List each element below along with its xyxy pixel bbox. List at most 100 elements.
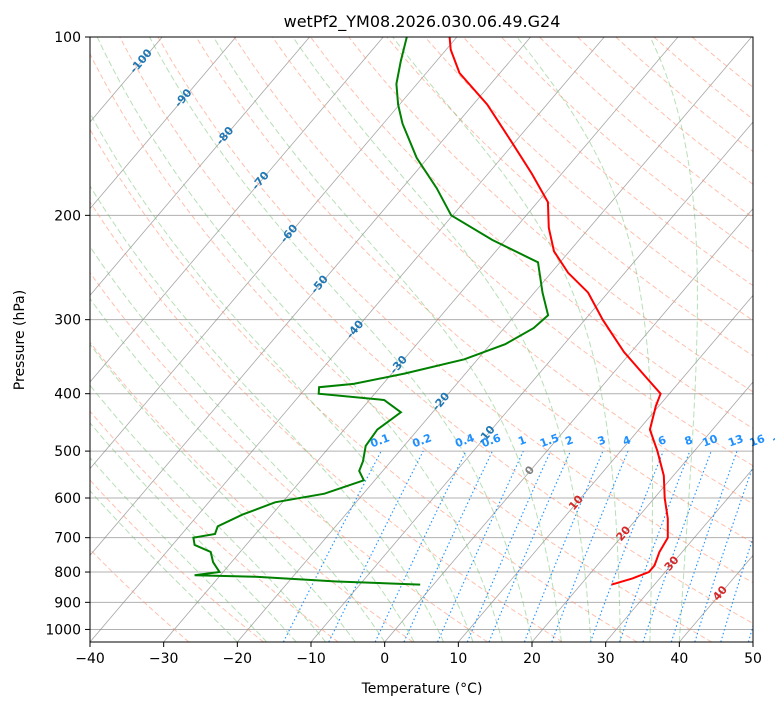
x-tick-label: 10 <box>449 651 467 667</box>
dry-adiabat-line <box>615 37 753 153</box>
dry-adiabat-line <box>90 201 563 642</box>
mixing-ratio-label: 2 <box>563 433 575 448</box>
mixing-ratio-line <box>488 450 572 642</box>
isotherm-line <box>679 554 753 642</box>
mixing-ratio-label: 8 <box>683 433 695 448</box>
x-tick-label: 0 <box>380 651 389 667</box>
y-tick-label: 100 <box>54 30 81 46</box>
mixing-ratio-label: 0.4 <box>453 431 476 450</box>
x-tick-label: 50 <box>744 651 762 667</box>
isotherm-line <box>531 381 753 642</box>
y-tick-label: 1000 <box>45 622 81 638</box>
chart-title: wetPf2_YM08.2026.030.06.49.G24 <box>284 12 561 32</box>
dry-adiabat-line <box>90 128 638 642</box>
dry-adiabat-line <box>691 37 753 88</box>
isotherm-line <box>384 208 753 642</box>
mixing-ratio-line <box>670 450 738 642</box>
x-tick-label: −20 <box>223 651 253 667</box>
dry-adiabat-line <box>90 479 264 642</box>
isotherm-line <box>90 37 531 556</box>
x-tick-label: −40 <box>75 651 105 667</box>
mixing-ratio-label: 4 <box>621 433 633 448</box>
mixing-ratio-line <box>694 464 753 642</box>
dry-adiabat-line <box>424 37 753 322</box>
x-tick-label: 40 <box>670 651 688 667</box>
moist-adiabat-line <box>90 185 445 642</box>
mixing-ratio-line <box>618 450 691 642</box>
mixing-ratio-label: 16 <box>748 432 767 450</box>
temperature-profile-line <box>448 37 669 586</box>
mixing-ratio-label: 0.6 <box>480 431 503 450</box>
isotherm-line <box>237 37 752 642</box>
mixing-ratio-line <box>642 450 712 642</box>
dry-adiabat-line <box>119 37 753 624</box>
x-tick-label: 30 <box>597 651 615 667</box>
dry-adiabat-line <box>462 37 753 287</box>
mixing-ratio-line <box>589 450 664 642</box>
dry-adiabat-line <box>653 37 753 120</box>
profile-layer <box>192 37 669 586</box>
y-tick-label: 500 <box>54 444 81 460</box>
moist-adiabat-line <box>90 384 327 642</box>
dry-adiabat-line <box>90 52 712 642</box>
mixing-ratio-label: 1.5 <box>538 431 561 450</box>
isotherm-line <box>752 641 753 642</box>
isotherm-line <box>90 37 605 642</box>
moist-adiabat-line <box>90 343 356 642</box>
x-tick-label: 20 <box>523 651 541 667</box>
mixing-ratio-label: 0.1 <box>369 431 392 450</box>
isotherm-line <box>90 37 310 296</box>
y-tick-label: 700 <box>54 531 81 547</box>
mixing-ratio-line <box>523 450 604 642</box>
mixing-ratio-label: 6 <box>656 433 668 448</box>
mixing-ratio-line <box>374 450 467 642</box>
dry-adiabat-line <box>310 37 753 430</box>
mixing-ratio-label: 10 <box>701 432 720 450</box>
isotherm-line <box>90 37 458 470</box>
dry-adiabat-line <box>90 548 190 642</box>
moist-adiabat-line <box>292 37 592 642</box>
plot-frame <box>89 36 754 643</box>
dry-adiabat-line <box>271 37 753 467</box>
mixing-ratio-label: 3 <box>596 433 608 448</box>
mixing-ratio-line <box>282 450 382 642</box>
x-axis-label: Temperature (°C) <box>361 681 483 697</box>
mixing-ratio-line <box>437 450 524 642</box>
moist-adiabat-line <box>90 245 415 642</box>
moist-adiabat-line <box>392 37 621 642</box>
y-tick-label: 600 <box>54 491 81 507</box>
isotherm-line <box>310 121 753 642</box>
moist-adiabat-line <box>90 112 474 642</box>
isotherm-line <box>163 37 679 642</box>
dry-adiabat-line <box>195 37 753 544</box>
dry-adiabat-line <box>90 410 339 642</box>
moist-adiabat-line <box>90 457 268 642</box>
y-tick-label: 900 <box>54 595 81 611</box>
y-axis-label: Pressure (hPa) <box>12 290 28 390</box>
dry-adiabat-line <box>386 37 753 357</box>
dry-adiabat-line <box>500 37 753 252</box>
moist-adiabat-line <box>90 490 238 642</box>
moist-adiabat-line <box>516 37 653 642</box>
dry-adiabat-line <box>90 271 488 642</box>
grid-layer <box>90 37 753 642</box>
label-layer: -100-90-80-70-60-50-40-30-20-10010203040… <box>127 46 775 603</box>
isotherm-line <box>605 468 753 642</box>
isotherm-line <box>90 37 237 210</box>
isotherm-line <box>90 37 384 383</box>
x-tick-label: −30 <box>149 651 179 667</box>
y-tick-label: 300 <box>54 313 81 329</box>
dry-adiabat-line <box>348 37 753 393</box>
dry-adiabat-line <box>233 37 753 505</box>
mixing-ratio-label: 1 <box>516 433 528 448</box>
mixing-ratio-label: 20 <box>771 432 775 450</box>
mixing-ratio-label: 13 <box>726 432 745 449</box>
mixing-ratio-label: 0.2 <box>411 431 434 450</box>
mixing-ratio-line <box>466 450 552 642</box>
moist-adiabat-line <box>649 37 698 642</box>
dry-adiabat-line <box>157 37 753 584</box>
mixing-ratio-line <box>551 450 629 642</box>
moist-adiabat-line <box>149 37 533 642</box>
dewpoint-profile-line <box>192 37 550 586</box>
